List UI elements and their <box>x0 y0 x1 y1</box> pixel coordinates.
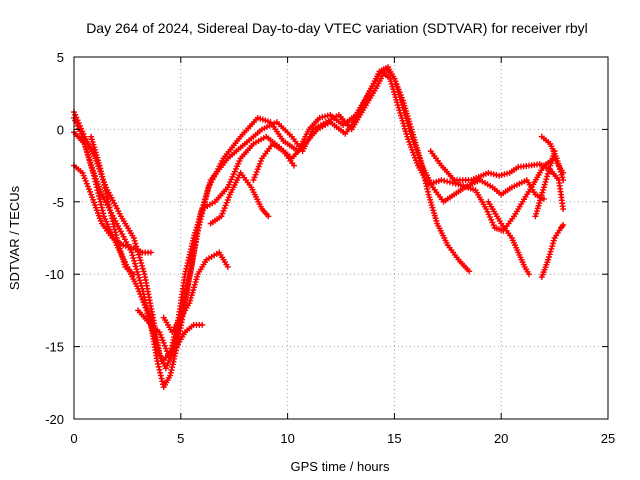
data-series-track-11 <box>485 198 532 278</box>
series-markers <box>427 148 567 213</box>
data-series-track-8 <box>207 169 272 227</box>
data-series-track-6 <box>135 307 206 357</box>
data-series-track-5 <box>88 133 137 278</box>
series-line <box>72 67 546 370</box>
y-tick-label: -5 <box>52 195 64 210</box>
y-tick-label: -15 <box>45 340 64 355</box>
x-tick-label: 25 <box>601 431 615 446</box>
data-series-track-7 <box>160 249 231 336</box>
series-markers <box>538 133 567 184</box>
series-markers <box>71 65 547 372</box>
series-group <box>71 64 567 391</box>
y-tick-label: 5 <box>57 50 64 65</box>
x-tick-label: 15 <box>387 431 401 446</box>
data-series-track-10 <box>427 148 567 213</box>
data-series-track-12 <box>532 148 558 220</box>
y-tick-label: -20 <box>45 412 64 427</box>
chart-title: Day 264 of 2024, Sidereal Day-to-day VTE… <box>86 20 588 36</box>
y-tick-label: -10 <box>45 267 64 282</box>
series-markers <box>71 64 473 391</box>
series-line <box>72 66 471 389</box>
y-tick-label: 0 <box>57 122 64 137</box>
y-axis-label: SDTVAR / TECUs <box>7 185 22 290</box>
data-series-track-1 <box>71 64 473 391</box>
data-series-track-14 <box>538 133 567 184</box>
x-tick-label: 10 <box>280 431 294 446</box>
y-axis: 5 0 -5 -10 -15 -20 <box>45 50 608 427</box>
data-series-track-13 <box>538 221 567 281</box>
series-markers <box>135 307 206 357</box>
plot-frame <box>73 56 609 420</box>
series-markers <box>250 140 298 184</box>
data-series-track-4 <box>71 162 154 256</box>
data-series-track-2 <box>71 65 547 372</box>
x-axis: 0 5 10 15 20 25 <box>70 57 615 446</box>
series-markers <box>207 169 272 227</box>
series-line <box>162 251 229 334</box>
series-markers <box>485 198 532 278</box>
x-tick-label: 5 <box>177 431 184 446</box>
series-markers <box>160 249 231 336</box>
series-markers <box>88 133 137 278</box>
x-tick-label: 0 <box>70 431 77 446</box>
data-series-track-9 <box>250 140 298 184</box>
grid <box>74 57 608 419</box>
series-markers <box>71 162 154 256</box>
x-tick-label: 20 <box>494 431 508 446</box>
x-axis-label: GPS time / hours <box>291 459 390 474</box>
series-markers <box>538 221 567 281</box>
